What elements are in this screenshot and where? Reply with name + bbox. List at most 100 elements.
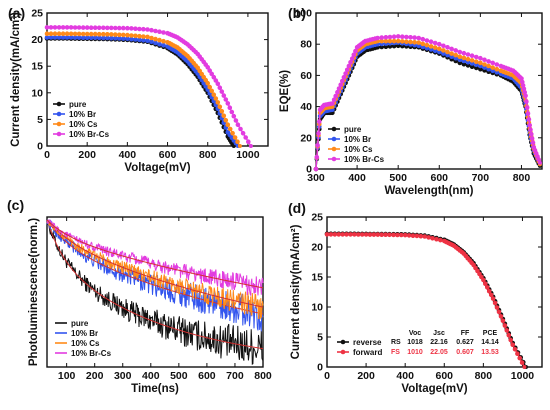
x-axis-label: Voltage(mV) xyxy=(401,383,467,395)
data-point xyxy=(410,233,416,238)
data-point xyxy=(422,234,428,239)
data-point xyxy=(153,36,158,42)
data-point xyxy=(399,39,405,44)
data-point xyxy=(219,89,225,94)
data-point xyxy=(528,127,533,132)
data-point xyxy=(506,332,512,338)
plot-area xyxy=(44,25,253,148)
data-point xyxy=(510,342,516,348)
table-row-label: FS xyxy=(391,349,400,356)
table-header: FF xyxy=(461,330,470,337)
legend-label: 10% Cs xyxy=(71,339,100,348)
data-point xyxy=(211,74,217,80)
data-point xyxy=(225,122,231,127)
legend-label: 10% Cs xyxy=(69,120,98,129)
x-axis-label: Wavelength(nm) xyxy=(384,185,473,197)
legend-label: pure xyxy=(344,125,362,134)
data-point xyxy=(145,38,150,44)
data-point xyxy=(519,360,525,365)
data-point xyxy=(494,305,500,310)
data-point xyxy=(157,41,162,47)
legend-label: 10% Br-Cs xyxy=(344,155,385,164)
data-point xyxy=(129,33,134,38)
data-point xyxy=(101,25,106,31)
panel-c: (c) 100 200 300 400 500 600 700 800 Time(ns) Photo… xyxy=(7,197,272,395)
data-point xyxy=(490,60,496,66)
plot-frame xyxy=(326,216,543,368)
y-tick-label: 10 xyxy=(31,87,43,99)
data-point xyxy=(473,59,479,65)
data-point xyxy=(494,62,500,67)
data-point xyxy=(129,26,134,31)
series-forward xyxy=(324,232,527,369)
data-point xyxy=(52,35,58,40)
data-point xyxy=(161,42,166,48)
legend-marker xyxy=(331,136,337,142)
data-point xyxy=(523,93,528,98)
data-point xyxy=(246,139,251,144)
x-tick-label: 400 xyxy=(142,370,160,382)
table-cell: 1018 xyxy=(407,339,423,346)
table-cell: 0.627 xyxy=(456,339,474,346)
legend-label: 10% Br-Cs xyxy=(71,349,112,358)
data-point xyxy=(416,40,422,45)
data-point xyxy=(233,118,239,123)
y-axis-label: EQE(%) xyxy=(279,70,291,112)
data-point xyxy=(529,136,535,141)
data-point xyxy=(359,232,365,237)
data-point xyxy=(153,28,158,34)
data-point xyxy=(209,88,214,94)
x-tick-label: 500 xyxy=(170,370,188,382)
data-point xyxy=(432,45,438,50)
table-cell: 22.05 xyxy=(430,349,448,356)
data-point xyxy=(211,92,217,97)
series-10-cs xyxy=(44,31,242,148)
data-point xyxy=(223,118,229,123)
data-point xyxy=(145,34,150,40)
data-point xyxy=(225,101,231,106)
data-point xyxy=(395,232,400,238)
data-point xyxy=(344,232,349,237)
data-point xyxy=(352,232,357,237)
data-point xyxy=(80,25,86,30)
table-cell: 22.16 xyxy=(430,339,448,346)
y-tick-label: 40 xyxy=(300,101,312,113)
data-point xyxy=(217,104,223,110)
data-point xyxy=(157,29,162,35)
data-point xyxy=(498,314,504,319)
data-point xyxy=(240,130,246,136)
y-tick-label: 20 xyxy=(31,34,43,46)
x-tick-label: 300 xyxy=(307,172,325,184)
plot-frame xyxy=(46,12,269,147)
data-point xyxy=(109,35,114,41)
y-tick-label: 15 xyxy=(31,61,43,73)
data-point xyxy=(72,31,78,37)
data-point xyxy=(508,337,514,343)
data-point xyxy=(414,233,420,239)
decay-fit xyxy=(46,219,264,308)
data-point xyxy=(461,55,467,61)
data-point xyxy=(341,75,347,80)
data-point xyxy=(387,38,393,44)
data-point xyxy=(80,31,86,37)
x-tick-label: 1000 xyxy=(511,370,535,382)
data-point xyxy=(109,25,114,31)
data-point xyxy=(438,237,443,243)
data-point xyxy=(48,35,54,40)
y-tick-label: 100 xyxy=(294,8,312,20)
data-point xyxy=(56,35,62,40)
series-10-br-cs xyxy=(44,25,253,148)
data-point xyxy=(494,66,500,72)
data-point xyxy=(60,35,66,40)
data-point xyxy=(512,346,518,352)
legend-label: 10% Cs xyxy=(344,145,373,154)
legend-label: 10% Br xyxy=(344,135,371,144)
data-point xyxy=(441,43,446,49)
data-point xyxy=(457,49,463,55)
data-point xyxy=(500,318,506,324)
data-point xyxy=(44,25,50,30)
table-header: Voc xyxy=(409,330,421,337)
data-point xyxy=(383,38,389,44)
